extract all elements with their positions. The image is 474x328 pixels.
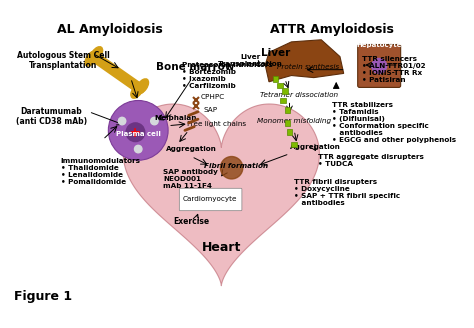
Circle shape <box>118 117 126 125</box>
Text: Exercise: Exercise <box>173 217 210 226</box>
Circle shape <box>220 156 243 179</box>
Text: Immunomodulators
• Thalidomide
• Lenalidomide
• Pomalidomide: Immunomodulators • Thalidomide • Lenalid… <box>61 158 141 185</box>
Bar <box>277 83 283 88</box>
Text: Monomer misfolding: Monomer misfolding <box>257 118 331 124</box>
Bar <box>280 98 286 103</box>
Text: Fibril formation: Fibril formation <box>204 163 268 169</box>
FancyBboxPatch shape <box>358 45 401 88</box>
Text: Plasma cell: Plasma cell <box>116 131 161 137</box>
Bar <box>282 88 288 94</box>
Text: Liver
Transplantation: Liver Transplantation <box>218 54 283 67</box>
Circle shape <box>126 123 145 142</box>
Text: Figure 1: Figure 1 <box>14 290 72 303</box>
Text: Autologous Stem Cell
Transplantation: Autologous Stem Cell Transplantation <box>17 51 110 71</box>
Text: Liver: Liver <box>261 48 290 58</box>
Ellipse shape <box>131 83 143 98</box>
Text: Free light chains: Free light chains <box>187 121 246 127</box>
Text: TTR fibril disrupters
• Doxycycline
• SAP + TTR fibril specific
   antibodies: TTR fibril disrupters • Doxycycline • SA… <box>294 179 401 206</box>
Text: SAP: SAP <box>204 107 218 113</box>
Text: Daratumumab
(anti CD38 mAb): Daratumumab (anti CD38 mAb) <box>16 107 87 126</box>
Bar <box>292 142 297 147</box>
Text: Cardiomyocyte: Cardiomyocyte <box>183 196 237 202</box>
Circle shape <box>372 58 387 73</box>
Text: ATTR Amyloidosis: ATTR Amyloidosis <box>270 23 393 36</box>
FancyBboxPatch shape <box>179 188 242 211</box>
Polygon shape <box>265 40 344 82</box>
Text: Aggregation: Aggregation <box>290 144 340 150</box>
Bar <box>273 76 278 82</box>
Text: CPHPC: CPHPC <box>201 94 225 100</box>
Text: TTR silencers
• ALN-TTR01/02
• IONIS-TTR Rx
• Patisiran: TTR silencers • ALN-TTR01/02 • IONIS-TTR… <box>362 56 426 83</box>
Text: AL Amyloidosis: AL Amyloidosis <box>57 23 163 36</box>
Text: Proteasome inhibitors
• Bortezomib
• Ixazomib
• Carfilzomib: Proteasome inhibitors • Bortezomib • Ixa… <box>182 62 273 89</box>
Circle shape <box>135 145 142 153</box>
Polygon shape <box>123 104 319 286</box>
Ellipse shape <box>85 51 97 66</box>
Text: TTR aggregate disrupters
• TUDCA: TTR aggregate disrupters • TUDCA <box>318 154 423 167</box>
Bar <box>285 107 291 113</box>
Circle shape <box>151 117 158 125</box>
Text: Aggregation: Aggregation <box>166 146 217 152</box>
Text: SAP antibody
NEOD001
mAb 11-1F4: SAP antibody NEOD001 mAb 11-1F4 <box>164 169 219 189</box>
Text: Protein synthesis: Protein synthesis <box>277 64 339 70</box>
Circle shape <box>109 100 168 160</box>
Bar <box>285 120 291 126</box>
Text: Hepatocyte: Hepatocyte <box>356 42 402 49</box>
Text: Bone marrow: Bone marrow <box>156 62 235 72</box>
Ellipse shape <box>136 79 148 93</box>
Ellipse shape <box>91 47 103 61</box>
Text: Heart: Heart <box>201 241 241 254</box>
Text: Melphalan: Melphalan <box>154 114 197 120</box>
Text: TTR stabilizers
• Tafamidis
• (Diflunisal)
• Conformation specific
   antibodies: TTR stabilizers • Tafamidis • (Diflunisa… <box>331 102 456 143</box>
Bar <box>287 130 292 135</box>
Text: Tetramer dissociation: Tetramer dissociation <box>260 92 338 98</box>
